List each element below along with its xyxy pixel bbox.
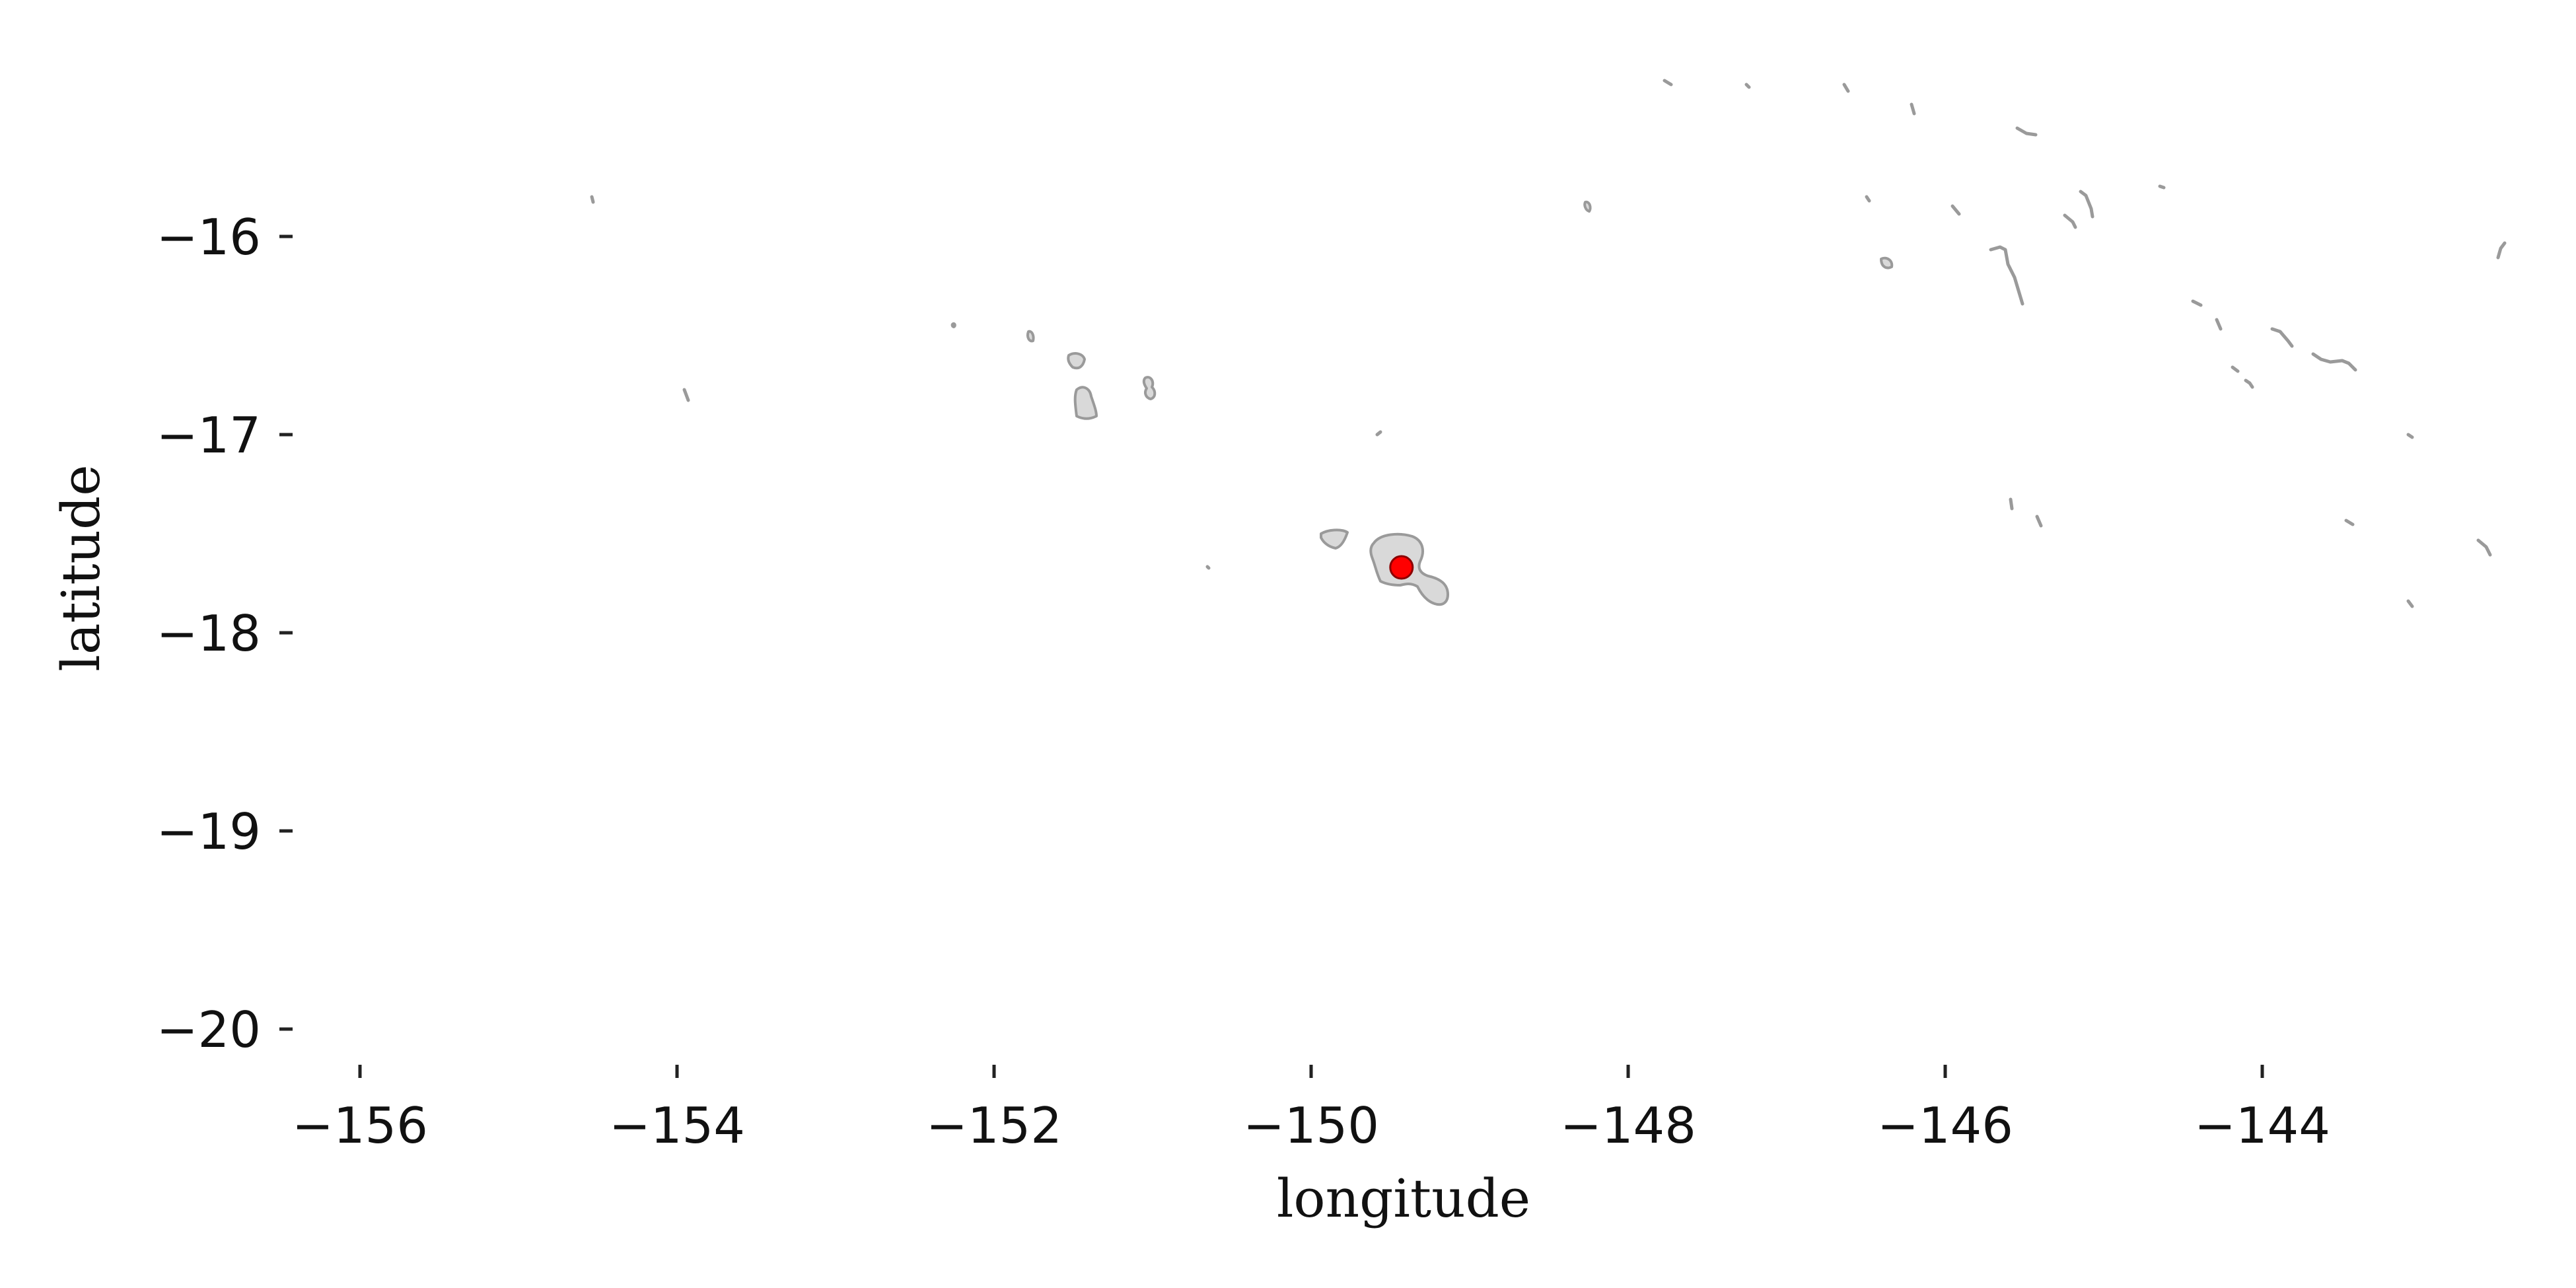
island-manuae <box>590 195 595 204</box>
atoll-23 <box>2476 538 2492 557</box>
atoll-17 <box>2244 378 2254 389</box>
x-axis-ticks: −156 −154 −152 −150 −148 −146 −144 <box>292 1065 2330 1155</box>
y-axis-ticks: −16 −17 −18 −19 −20 <box>157 208 293 1059</box>
island-tahaa <box>1067 352 1086 370</box>
y-tick-label: −18 <box>157 604 261 662</box>
atoll-15 <box>2311 352 2357 372</box>
atoll-16 <box>2231 365 2240 373</box>
island-huahine <box>1142 376 1157 400</box>
atoll-12 <box>2191 299 2203 307</box>
y-tick-label: −17 <box>157 406 261 464</box>
atoll-7 <box>1865 195 1871 203</box>
location-marker[interactable] <box>1389 555 1414 580</box>
island-raiatea <box>1073 386 1098 420</box>
x-tick-label: −148 <box>1560 1096 1696 1155</box>
x-tick-label: −154 <box>609 1096 745 1155</box>
atoll-11 <box>1989 245 2024 306</box>
land-layer <box>590 79 2507 608</box>
atoll-20 <box>2009 497 2014 511</box>
atoll-5 <box>2015 126 2038 137</box>
atoll-2 <box>1744 83 1751 89</box>
atoll-9 <box>2079 190 2094 219</box>
atoll-3 <box>1842 83 1850 93</box>
atoll-18 <box>2496 241 2507 260</box>
atoll-13 <box>2215 318 2223 331</box>
atoll-10 <box>2063 213 2077 229</box>
y-tick-label: −19 <box>157 803 261 861</box>
island-bora-bora <box>1026 330 1035 343</box>
x-tick-label: −150 <box>1243 1096 1379 1155</box>
atoll-14 <box>2270 327 2294 348</box>
island-maiao <box>1205 565 1211 570</box>
atoll-21 <box>2035 515 2043 528</box>
y-axis-title: latitude <box>50 464 112 671</box>
atoll-24 <box>2406 599 2414 608</box>
island-maupiti <box>682 388 690 402</box>
y-tick-label: −20 <box>157 1001 261 1059</box>
x-tick-label: −146 <box>1877 1096 2013 1155</box>
island-moorea <box>1320 528 1349 550</box>
y-tick-label: −16 <box>157 208 261 266</box>
x-axis-title: longitude <box>1277 1168 1530 1229</box>
atoll-6 <box>2158 184 2166 190</box>
atoll-8 <box>1950 204 1961 216</box>
x-tick-label: −152 <box>926 1096 1062 1155</box>
atoll-19 <box>2406 433 2414 439</box>
atoll-anaa-north <box>1880 256 1894 269</box>
x-tick-label: −144 <box>2194 1096 2330 1155</box>
atoll-makatea <box>1583 200 1592 213</box>
marker-layer <box>1389 555 1414 580</box>
island-tupai <box>950 322 956 328</box>
atoll-4 <box>1910 102 1916 116</box>
x-tick-label: −156 <box>292 1096 428 1155</box>
atoll-22 <box>2344 519 2355 526</box>
atoll-1 <box>1663 79 1673 87</box>
island-tetiaroa <box>1375 430 1382 437</box>
